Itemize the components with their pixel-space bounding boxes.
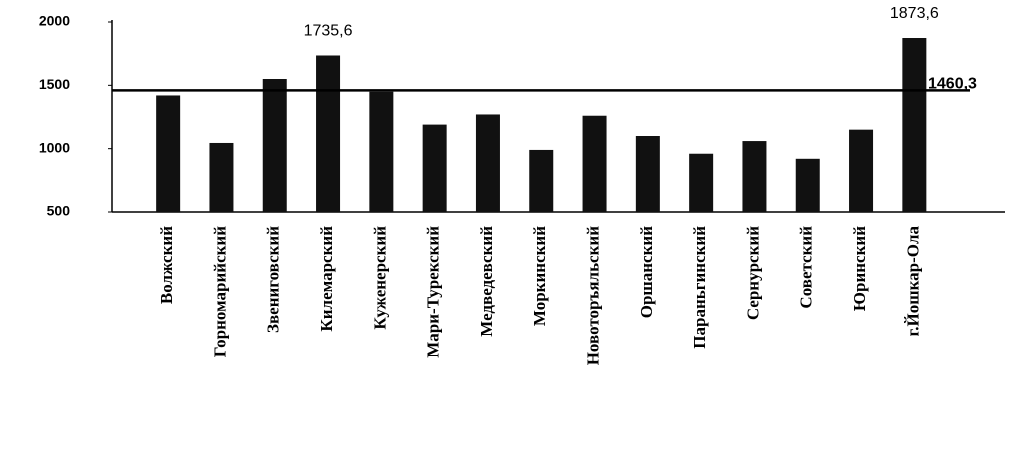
x-tick-label: Мари-Турекский bbox=[424, 226, 443, 358]
bar bbox=[689, 153, 714, 212]
bar bbox=[475, 114, 500, 212]
bar bbox=[262, 79, 287, 212]
bar bbox=[529, 149, 554, 212]
x-tick-label: Куженерский bbox=[370, 226, 389, 330]
x-tick-label: Советский bbox=[797, 226, 816, 309]
bar bbox=[742, 141, 767, 212]
value-label: 1735,6 bbox=[304, 23, 353, 40]
y-tick-label: 1000 bbox=[39, 139, 70, 155]
bar bbox=[209, 142, 234, 212]
bar bbox=[635, 136, 660, 212]
bar bbox=[369, 91, 394, 212]
bar bbox=[156, 95, 181, 212]
x-tick-label: Юринский bbox=[850, 226, 869, 311]
bar bbox=[902, 38, 927, 212]
reference-label: 1460,3 bbox=[928, 76, 977, 93]
bar bbox=[316, 55, 341, 213]
bar bbox=[795, 158, 820, 212]
x-tick-label: Моркинский bbox=[530, 226, 549, 326]
x-tick-label: Килемарский bbox=[317, 226, 336, 332]
bar bbox=[849, 129, 874, 212]
bar bbox=[582, 115, 607, 212]
x-tick-label: Параньгинский bbox=[690, 226, 709, 349]
value-label: 1873,6 bbox=[890, 5, 939, 22]
x-tick-label: Волжский bbox=[157, 226, 176, 304]
x-tick-label: Звениговский bbox=[264, 226, 283, 333]
x-tick-label: Оршанский bbox=[637, 226, 656, 318]
y-tick-label: 2000 bbox=[39, 13, 70, 29]
x-tick-label: Горномарийский bbox=[210, 226, 229, 357]
y-tick-label: 500 bbox=[47, 203, 71, 219]
x-tick-label: Медведевский bbox=[477, 226, 496, 337]
x-tick-label: Новоторъяльский bbox=[583, 226, 602, 365]
x-tick-label: г.Йошкар-Ола bbox=[903, 226, 922, 337]
y-tick-label: 1500 bbox=[39, 76, 70, 92]
x-tick-label: Сернурский bbox=[743, 226, 762, 320]
bar bbox=[422, 124, 447, 212]
